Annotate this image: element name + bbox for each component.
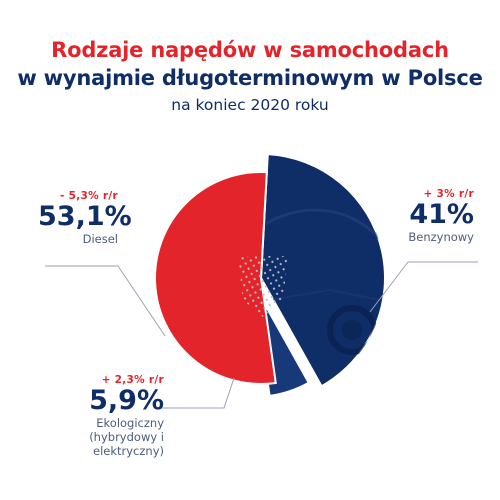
label-diesel: - 5,3% r/r 53,1% Diesel	[38, 190, 132, 246]
chart-subtitle: na koniec 2020 roku	[171, 96, 329, 114]
benzynowy-value: 41%	[409, 199, 474, 230]
diesel-name: Diesel	[82, 232, 118, 246]
leader-benzynowy	[369, 261, 478, 313]
benzynowy-name: Benzynowy	[408, 230, 474, 244]
leader-ekologiczny	[158, 377, 235, 409]
label-benzynowy: + 3% r/r 41% Benzynowy	[390, 188, 474, 244]
leader-diesel	[45, 265, 166, 337]
ekologiczny-value: 5,9%	[89, 385, 164, 416]
ekologiczny-name-detail: (hybrydowy i elektryczny)	[89, 430, 164, 458]
ekologiczny-change: + 2,3% r/r	[101, 374, 164, 386]
label-ekologiczny: + 2,3% r/r 5,9% Ekologiczny (hybrydowy i…	[24, 374, 164, 458]
benzynowy-change: + 3% r/r	[423, 188, 474, 200]
chart-title-line2: w wynajmie długoterminowym w Polsce	[17, 66, 483, 90]
pie-slice-diesel	[154, 171, 277, 385]
diesel-value: 53,1%	[38, 201, 132, 232]
chart-title-line1: Rodzaje napędów w samochodach	[51, 38, 449, 62]
ekologiczny-name: Ekologiczny	[96, 416, 164, 430]
diesel-change: - 5,3% r/r	[60, 190, 118, 202]
center-logo	[238, 256, 288, 317]
